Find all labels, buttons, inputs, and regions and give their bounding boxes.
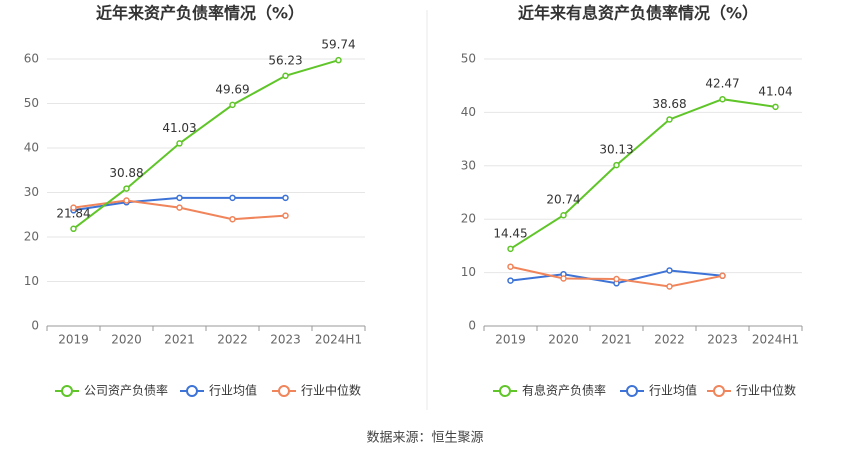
source: 数据来源：恒生聚源 [366,431,483,446]
point [176,140,183,147]
x-tick-label: 2024H1 [315,333,362,347]
data-label: 14.45 [493,226,527,240]
y-tick-label: 60 [24,52,39,66]
legend-label: 行业中位数 [736,383,796,398]
x-tick-label: 2022 [217,333,248,347]
y-tick-label: 0 [31,319,39,333]
data-label: 38.68 [652,97,686,111]
legend-marker [278,385,290,397]
data-label: 42.47 [705,77,739,91]
data-label: 20.74 [546,193,580,207]
data-label: 41.03 [162,121,196,135]
line [72,59,339,230]
legend-label: 公司资产负债率 [84,383,168,398]
y-tick-label: 40 [461,105,476,119]
x-tick-label: 2024H1 [752,333,799,347]
point [123,197,130,204]
point [719,272,726,280]
data-label: 56.23 [268,53,302,67]
data-label: 30.88 [109,166,143,180]
point [70,225,77,233]
point [282,194,289,202]
legend-label: 行业均值 [649,383,697,398]
point [560,211,567,219]
legend-label: 行业中位数 [301,383,361,398]
point [70,204,77,211]
y-tick-label: 40 [24,141,39,155]
point [507,263,514,270]
x-tick-label: 2022 [654,333,685,347]
point [666,283,673,290]
x-tick-label: 2021 [601,333,632,347]
legend-marker [499,385,511,397]
y-tick-label: 20 [461,212,476,226]
chart-title: 近年来资产负债率情况（%） [96,4,304,23]
legend-label: 行业均值 [209,383,257,398]
point [123,185,130,192]
data-label: 41.04 [758,84,792,98]
y-tick-label: 30 [24,185,39,199]
x-tick-label: 2020 [111,333,142,347]
point [229,101,236,109]
point [666,267,673,274]
point [229,194,236,202]
point [507,245,514,253]
x-tick-label: 2020 [548,333,579,347]
y-tick-label: 20 [24,230,39,244]
legend-label: 有息资产负债率 [522,383,606,398]
data-label: 59.74 [321,38,355,52]
point [719,95,726,103]
data-label: 21.84 [56,206,90,220]
line [509,98,776,250]
data-label: 30.13 [599,143,633,157]
x-tick-label: 2019 [58,333,89,347]
point [176,194,183,202]
point [772,103,779,111]
y-tick-label: 30 [461,158,476,172]
point [560,275,567,282]
y-tick-label: 50 [24,96,39,110]
data-label: 49.69 [215,82,249,96]
legend-marker [713,385,725,397]
point [613,161,620,169]
x-tick-label: 2019 [495,333,526,347]
point [282,72,289,80]
point [335,56,342,64]
legend-marker [61,385,73,397]
point [282,212,289,219]
y-tick-label: 50 [461,52,476,66]
x-tick-label: 2023 [707,333,738,347]
point [666,116,673,123]
point [507,277,514,284]
y-tick-label: 0 [468,319,476,333]
y-tick-label: 10 [461,265,476,279]
chart-title: 近年来有息资产负债率情况（%） [518,4,758,23]
y-tick-label: 10 [24,274,39,288]
point [613,275,620,283]
x-tick-label: 2023 [270,333,301,347]
legend-marker [626,385,638,397]
legend-marker [186,385,198,397]
point [229,215,236,223]
x-tick-label: 2021 [164,333,195,347]
point [176,204,183,211]
